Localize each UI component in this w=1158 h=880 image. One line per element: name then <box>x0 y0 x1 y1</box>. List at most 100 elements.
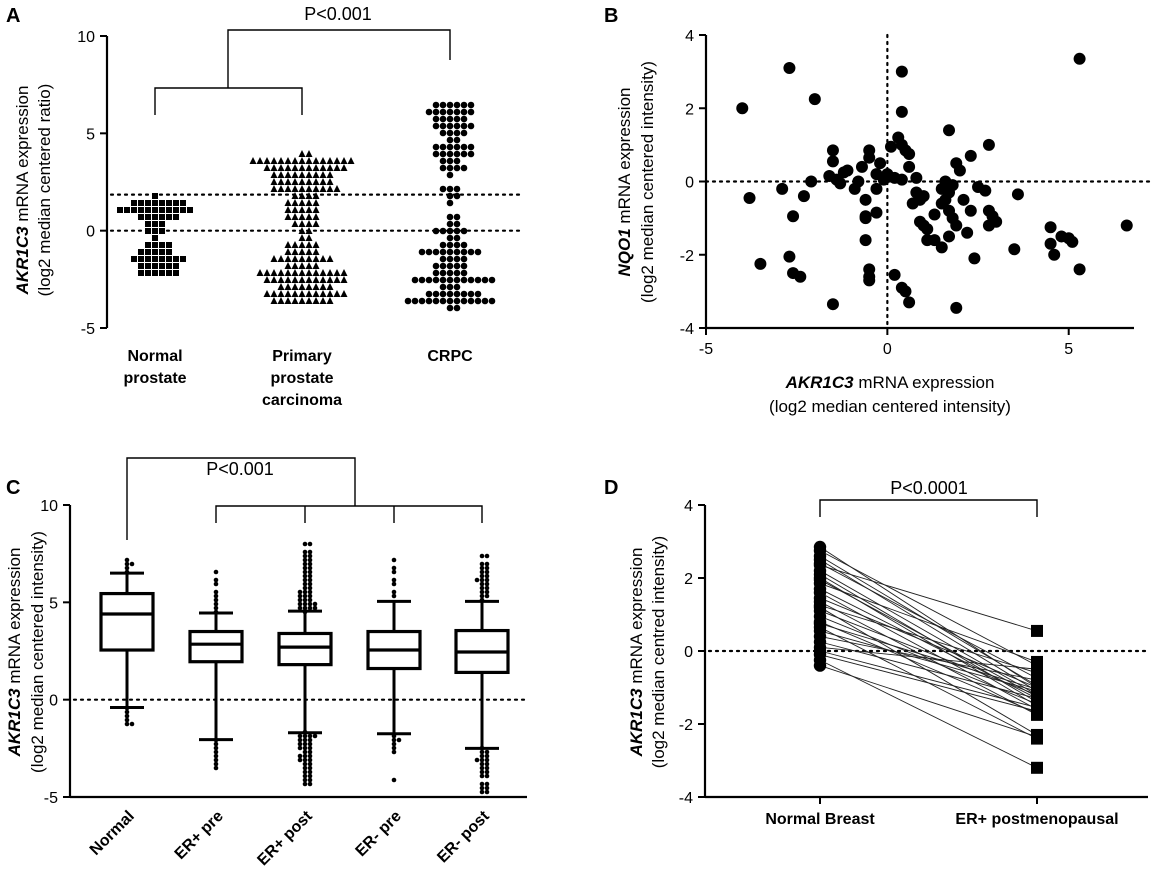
panel-c-outlier <box>479 561 485 567</box>
panel-b-point <box>826 298 839 311</box>
panel-a-point <box>263 157 271 164</box>
panel-a-point <box>467 248 475 256</box>
panel-a-point <box>173 263 179 269</box>
panel-a-point <box>284 213 292 220</box>
panel-c-outlier <box>396 737 402 743</box>
panel-c-box <box>277 631 333 667</box>
panel-b-point <box>910 171 923 184</box>
panel-b-point <box>884 140 897 153</box>
panel-c-outlier <box>302 605 308 611</box>
panel-a-point <box>152 228 158 234</box>
panel-c-outlier <box>484 581 490 587</box>
panel-a-y-tick-label: 0 <box>86 224 95 241</box>
panel-a-point <box>446 283 454 291</box>
panel-a-point <box>270 290 278 297</box>
panel-a-point <box>152 249 158 255</box>
panel-c-outlier <box>479 593 485 599</box>
panel-b-point <box>859 234 872 247</box>
panel-c-y-tick-label: 10 <box>40 498 58 515</box>
panel-c-outlier <box>391 589 397 595</box>
panel-a-point <box>432 108 440 116</box>
panel-a-point <box>284 199 292 206</box>
panel-a-point <box>159 214 165 220</box>
panel-d-er-point <box>1031 672 1043 685</box>
panel-a-point <box>298 157 306 164</box>
panel-a-point <box>418 248 426 256</box>
panel-c-outlier <box>302 569 308 575</box>
panel-b-point <box>870 182 883 195</box>
panel-a-point <box>152 263 158 269</box>
panel-a-point <box>439 122 447 130</box>
panel-b-xlabel: AKR1C3 mRNA expression <box>785 373 995 392</box>
panel-a-point <box>298 262 306 269</box>
panel-d-y-tick-label: 4 <box>684 498 693 515</box>
panel-a-point <box>159 242 165 248</box>
panel-a-point <box>460 101 468 109</box>
panel-a-category-label: prostate <box>270 370 333 387</box>
panel-c-outlier <box>213 749 219 755</box>
panel-c-outlier <box>391 745 397 751</box>
panel-c-outlier <box>302 761 308 767</box>
panel-c-outlier <box>484 781 490 787</box>
panel-a-point <box>439 157 447 165</box>
panel-b-point <box>910 186 923 199</box>
panel-d-y-tick-label: -2 <box>679 717 693 734</box>
panel-a-point <box>453 129 461 137</box>
panel-a-point <box>460 115 468 123</box>
panel-c-outlier <box>302 565 308 571</box>
panel-c-outlier <box>213 761 219 767</box>
panel-a-point <box>305 164 313 171</box>
panel-c-outlier <box>213 765 219 771</box>
panel-a-point <box>284 164 292 171</box>
panel-a-point <box>467 122 475 130</box>
panel-a-point <box>284 178 292 185</box>
panel-d-points <box>813 540 1043 774</box>
panel-b-point <box>859 193 872 206</box>
panel-a-point <box>467 101 475 109</box>
panel-c-outlier <box>302 777 308 783</box>
panel-b-point <box>794 270 807 283</box>
panel-c-outlier <box>302 585 308 591</box>
panel-b-point <box>834 177 847 190</box>
panel-c-letter: C <box>6 477 20 499</box>
panel-a-point <box>425 297 433 305</box>
panel-c-outlier <box>302 573 308 579</box>
panel-a-point <box>145 270 151 276</box>
panel-a-point <box>291 297 299 304</box>
panel-a-category-label: carcinoma <box>262 392 342 409</box>
panel-d-normal-point <box>813 557 827 570</box>
panel-a-point <box>291 213 299 220</box>
panel-a-point <box>312 199 320 206</box>
panel-a-point <box>460 164 468 172</box>
panel-a-point <box>432 122 440 130</box>
panel-a-point <box>446 290 454 298</box>
panel-b-point <box>935 241 948 254</box>
panel-a-point <box>298 150 306 157</box>
panel-a-point <box>284 262 292 269</box>
panel-a-point <box>333 269 341 276</box>
panel-a-point <box>488 276 496 284</box>
panel-a-point <box>173 207 179 213</box>
panel-c-outlier <box>307 585 313 591</box>
panel-a-point <box>432 276 440 284</box>
panel-a-point <box>467 297 475 305</box>
panel-a-point <box>298 171 306 178</box>
panel-c-outlier <box>302 581 308 587</box>
panel-a-point <box>298 297 306 304</box>
panel-a-point <box>439 255 447 263</box>
panel-b-point <box>787 210 800 223</box>
panel-a-point <box>152 207 158 213</box>
panel-a-point <box>284 255 292 262</box>
panel-d-pair-line <box>819 654 1038 712</box>
panel-a-point <box>298 220 306 227</box>
panel-c: C AKR1C3 mRNA expression (log2 median ce… <box>5 457 529 869</box>
panel-a-point <box>166 200 172 206</box>
panel-c-outlier <box>213 577 219 583</box>
panel-a-point <box>291 241 299 248</box>
panel-c-inner-bracket <box>215 505 483 523</box>
panel-a-point <box>256 157 264 164</box>
panel-b-point <box>921 223 934 236</box>
panel-a-point <box>298 178 306 185</box>
panel-a-y-tick-label: 5 <box>86 126 95 143</box>
panel-c-outlier <box>302 609 308 615</box>
